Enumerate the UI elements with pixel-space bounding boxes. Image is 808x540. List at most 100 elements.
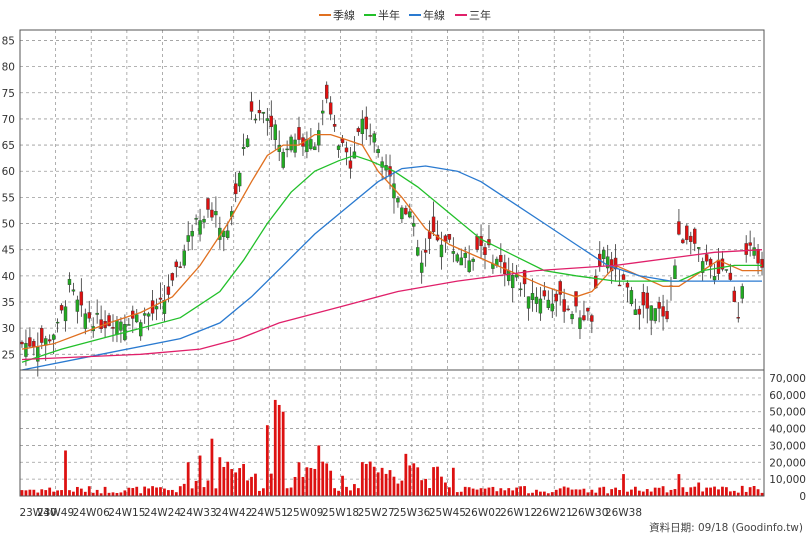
volume-bar [147,488,151,496]
plot-frame [19,29,765,497]
ma-half-line [21,154,762,363]
volume-bar [52,491,56,496]
candle-down [625,282,630,288]
volume-bar [594,492,598,496]
x-tick-label: 26W38 [605,507,642,519]
candle-down [344,147,349,153]
x-tick-label: 25W45 [429,507,466,519]
price-tick-label: 40 [2,271,15,283]
volume-bar [570,489,574,496]
x-tick-label: 24W42 [215,507,252,519]
candle-down [617,284,622,287]
volume-bar [32,489,36,496]
candle-up [372,133,376,143]
candle-up [510,275,515,289]
candle-down [178,266,182,268]
candle-up [222,230,226,237]
volume-bar [384,473,388,496]
candle-down [364,116,368,130]
candle-down [693,228,697,244]
volume-bar [265,425,269,496]
candle-up [653,308,657,322]
volume-bar [633,486,637,496]
volume-bar [511,490,515,496]
candle-up [142,313,147,316]
candle-down [677,221,681,235]
candle-down [566,308,570,311]
volume-bar [273,399,277,496]
x-tick-label: 24W15 [108,507,145,519]
candle-up [534,296,539,304]
volume-bar [83,491,87,496]
candle-up [261,111,266,114]
volume-bar [345,486,348,496]
volume-bar [673,489,677,496]
volume-bar [760,492,764,496]
candle-up [451,251,456,254]
volume-bar [404,453,408,496]
candle-down [257,110,262,114]
price-tick-label: 85 [2,35,15,47]
volume-bar [554,489,558,496]
candle-up [313,146,317,151]
volume-bar [507,488,511,496]
volume-bar [289,487,293,496]
candle-down [170,273,175,281]
volume-bar [182,483,186,496]
volume-bar [574,489,578,496]
footer-date-source: 資料日期: 09/18 (Goodinfo.tw) [649,521,803,534]
volume-bar [163,488,166,496]
candle-up [712,276,717,281]
candlesticks [20,81,764,377]
volume-bar [590,489,594,496]
candle-up [51,334,56,340]
candle-down [554,293,558,302]
volume-bar [709,487,712,496]
volume-bar [586,492,590,496]
candle-down [368,135,372,137]
candle-down [59,305,64,311]
candle-up [182,250,186,266]
price-tick-label: 60 [2,166,15,178]
volume-bar [499,488,503,496]
candle-down [542,290,547,297]
volume-bar [48,487,52,496]
ma-three-year-line [21,249,763,361]
volume-bar [598,487,602,496]
candle-up [138,322,143,337]
candle-up [546,299,551,308]
candle-down [590,315,594,322]
candle-up [75,299,80,312]
candle-down [79,291,84,306]
volume-bar [309,467,313,496]
candle-down [40,328,44,343]
price-tick-label: 25 [2,349,15,361]
candle-up [740,286,744,299]
volume-bar [523,486,526,496]
volume-bar [79,488,83,496]
volume-bar [578,489,582,496]
volume-bar [230,469,234,496]
volume-bar [107,492,111,496]
candle-up [55,321,60,324]
volume-bar [392,476,396,496]
candle-down [297,127,301,140]
candle-up [396,198,400,203]
candle-up [629,290,634,305]
candle-down [166,286,171,295]
price-tick-label: 35 [2,297,15,309]
candle-down [174,261,179,268]
volume-bar [677,474,681,496]
candle-up [724,269,729,271]
volume-bar [281,411,285,496]
volume-bar [653,487,657,496]
candle-down [708,258,713,267]
candle-up [95,312,99,315]
candle-up [392,183,396,199]
candle-up [71,289,76,292]
candle-down [158,297,163,300]
volume-bar [444,482,447,496]
candle-up [471,258,475,262]
volume-bar [637,490,641,496]
candle-up [273,124,277,140]
